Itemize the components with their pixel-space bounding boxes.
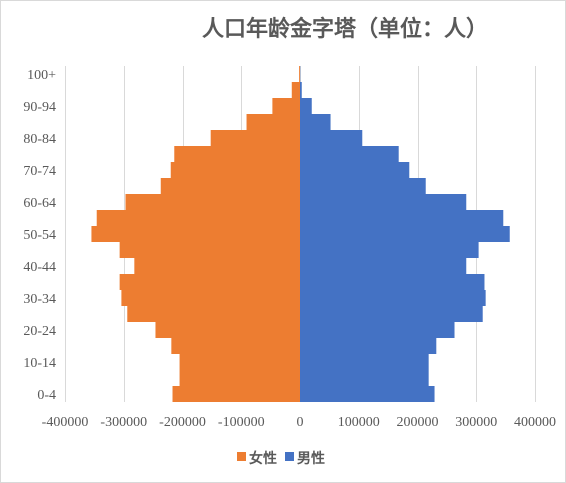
male-bar (300, 82, 302, 98)
female-bar (96, 210, 300, 226)
y-tick-label: 40-44 (23, 260, 56, 275)
female-bar (119, 242, 300, 258)
y-tick-label: 70-74 (23, 164, 56, 179)
male-bar (300, 146, 399, 162)
female-bar (171, 338, 300, 354)
male-bar (300, 194, 467, 210)
female-bar (179, 370, 300, 386)
male-bar (300, 162, 410, 178)
y-tick-label: 80-84 (23, 132, 56, 147)
x-tick-label: -100000 (218, 415, 265, 430)
male-bar (300, 274, 485, 290)
legend-label-female: 女性 (249, 450, 277, 467)
female-bar (125, 194, 300, 210)
female-bar (272, 98, 300, 114)
y-tick-label: 0-4 (37, 388, 56, 403)
female-bar (91, 226, 300, 242)
x-axis-labels: -400000 -300000 -200000 -100000 0 100000 20000… (42, 415, 556, 430)
x-tick-label: 300000 (455, 415, 497, 430)
female-bar (246, 114, 300, 130)
legend-item-female: 女性 (237, 450, 277, 467)
x-tick-label: 400000 (514, 415, 556, 430)
male-bar (300, 386, 435, 402)
y-tick-label: 60-64 (23, 196, 56, 211)
female-bar (291, 82, 300, 98)
female-bar (160, 178, 300, 194)
x-tick-label: 0 (297, 415, 304, 430)
female-bar (174, 146, 300, 162)
male-bar (300, 114, 331, 130)
male-bar (300, 210, 504, 226)
male-bar (300, 242, 479, 258)
y-tick-label: 90-94 (23, 100, 56, 115)
y-tick-label: 50-54 (23, 228, 56, 243)
female-bar (155, 322, 300, 338)
male-bar (300, 178, 426, 194)
x-tick-label: -200000 (159, 415, 206, 430)
male-bar (300, 258, 467, 274)
female-bar (121, 290, 301, 306)
female-bar (179, 354, 300, 370)
male-bar (300, 322, 455, 338)
male-bar (300, 338, 437, 354)
male-bar (300, 226, 510, 242)
legend-swatch-female (237, 452, 246, 461)
male-bar (300, 130, 363, 146)
female-bar (127, 306, 301, 322)
y-tick-label: 100+ (27, 68, 56, 83)
bars (91, 66, 510, 402)
female-bar (134, 258, 300, 274)
legend-swatch-male (285, 452, 294, 461)
legend-label-male: 男性 (297, 450, 325, 467)
female-bar (299, 66, 300, 82)
male-bar (300, 98, 312, 114)
female-bar (170, 162, 300, 178)
x-tick-label: -300000 (100, 415, 147, 430)
male-bar (300, 306, 483, 322)
male-bar (300, 290, 486, 306)
female-bar (172, 386, 300, 402)
female-bar (210, 130, 300, 146)
x-tick-label: 100000 (338, 415, 380, 430)
y-tick-label: 10-14 (23, 356, 56, 371)
chart-title: 人口年龄金字塔（单位：人） (202, 16, 488, 41)
x-tick-label: -400000 (42, 415, 89, 430)
y-tick-label: 30-34 (23, 292, 56, 307)
male-bar (300, 354, 429, 370)
x-tick-label: 200000 (397, 415, 439, 430)
legend: 女性 男性 (237, 450, 325, 467)
y-axis-labels: 0-4 10-14 20-24 30-34 40-44 50-54 60-64 70-74 80… (23, 68, 56, 403)
female-bar (119, 274, 300, 290)
legend-item-male: 男性 (285, 450, 325, 467)
male-bar (300, 370, 429, 386)
y-tick-label: 20-24 (23, 324, 56, 339)
